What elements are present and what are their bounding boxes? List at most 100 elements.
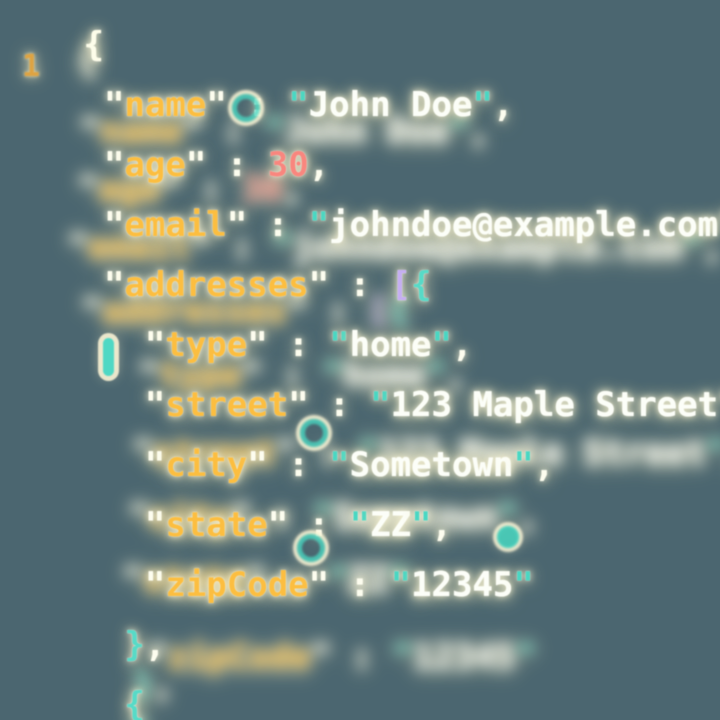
code-token-pun bbox=[63, 625, 124, 665]
code-token-vq: " bbox=[264, 111, 285, 151]
code-token-sqb: [ bbox=[390, 265, 412, 305]
code-token-vq: " bbox=[411, 505, 432, 545]
code-token-vq: " bbox=[272, 227, 294, 267]
code-token-pun: , bbox=[282, 169, 304, 209]
code-token-pun bbox=[63, 685, 124, 720]
code-token-str: 12345 bbox=[413, 637, 516, 677]
code-token-key: age bbox=[98, 169, 160, 209]
code-token-vq: " bbox=[515, 637, 536, 677]
code-line: "state" : "ZZ", bbox=[41, 550, 720, 610]
code-line: }, bbox=[63, 615, 720, 675]
code-token-cbr: { bbox=[411, 265, 432, 305]
code-token-str: home bbox=[343, 355, 426, 395]
code-line: }, bbox=[71, 655, 720, 715]
code-token-str: John Doe bbox=[284, 111, 449, 151]
code-token-vq: " bbox=[682, 227, 703, 267]
code-token-pun: " bbox=[241, 355, 262, 395]
code-token-pun: " bbox=[37, 169, 99, 209]
code-token-pun: " bbox=[267, 505, 289, 545]
code-token-pun: : bbox=[261, 355, 324, 395]
code-token-pun: " bbox=[182, 111, 203, 151]
code-token-vq: " bbox=[313, 497, 334, 537]
code-token-pun: " bbox=[47, 497, 150, 537]
code-token-pun: : bbox=[331, 637, 393, 677]
code-token-pun: : bbox=[329, 265, 391, 305]
code-token-vq: " bbox=[425, 355, 447, 395]
code-token-pun: " bbox=[159, 169, 181, 209]
code-line: { bbox=[67, 703, 720, 720]
code-token-str: 12345 bbox=[411, 565, 514, 605]
code-token-pun: , bbox=[703, 227, 720, 267]
code-token-pun: " bbox=[276, 433, 297, 473]
code-line: "name" : "John Doe", bbox=[63, 75, 720, 135]
code-token-vq: " bbox=[349, 505, 371, 545]
code-token-key: email bbox=[124, 205, 227, 245]
code-token-pun: " bbox=[63, 565, 166, 605]
code-token-vq: " bbox=[390, 565, 412, 605]
code-token-pun: " bbox=[63, 445, 166, 485]
code-token-pun bbox=[63, 25, 83, 65]
code-token-pun: " bbox=[206, 85, 227, 125]
code-token-str: johndoe@example.com bbox=[329, 205, 719, 245]
code-token-pun: , bbox=[144, 625, 166, 665]
code-token-pun: " bbox=[27, 227, 89, 267]
code-token-pun: " bbox=[286, 291, 308, 331]
code-token-key: city bbox=[149, 497, 232, 537]
code-token-cbr: } bbox=[132, 665, 153, 705]
code-token-pun: , bbox=[533, 445, 555, 485]
code-token-pun: " bbox=[308, 265, 330, 305]
code-token-key: street bbox=[153, 433, 277, 473]
code-token-pun: : bbox=[267, 325, 330, 365]
code-token-pun: " bbox=[231, 497, 252, 537]
code-token-pun: , bbox=[468, 111, 490, 151]
code-token-key: state bbox=[165, 505, 268, 545]
code-line: "zipCode" : "12345" bbox=[63, 555, 720, 615]
code-token-pun: " bbox=[288, 385, 309, 425]
code-token-pun: " bbox=[245, 560, 267, 600]
code-text-area: { "name" : "John Doe", "age" : 30, "emai… bbox=[63, 15, 720, 720]
code-token-num: 30 bbox=[241, 169, 283, 209]
code-token-cbr: { bbox=[128, 713, 148, 720]
code-token-pun: " bbox=[65, 637, 168, 677]
code-line: "addresses" : [{ bbox=[63, 255, 720, 315]
code-token-pun: : bbox=[267, 445, 330, 485]
code-token-vq: " bbox=[513, 445, 534, 485]
code-line: "type" : "home", bbox=[63, 315, 720, 375]
code-line: "age" : 30, bbox=[63, 135, 720, 195]
code-token-vq: " bbox=[448, 111, 469, 151]
margin-artifact-glyph: 1 bbox=[22, 49, 41, 84]
code-token-key: street bbox=[165, 385, 289, 425]
code-token-pun: : bbox=[202, 111, 265, 151]
code-token-pun: " bbox=[63, 205, 125, 245]
code-token-vq: " bbox=[706, 433, 720, 473]
code-token-cbr: { bbox=[124, 685, 145, 720]
glow-ring-artifact bbox=[232, 94, 260, 122]
code-token-pun: : bbox=[180, 169, 242, 209]
code-token-vq: " bbox=[288, 85, 309, 125]
code-token-vq: " bbox=[323, 355, 344, 395]
code-token-pun: , bbox=[517, 497, 539, 537]
code-token-vq: " bbox=[389, 560, 410, 600]
code-token-vq: " bbox=[392, 637, 414, 677]
code-token-key: state bbox=[143, 560, 246, 600]
code-token-str: 123 Maple Street bbox=[378, 433, 707, 473]
code-token-key: zipCode bbox=[167, 637, 311, 677]
code-token-key: email bbox=[88, 227, 191, 267]
code-token-key: addresses bbox=[102, 291, 287, 331]
code-token-key: age bbox=[124, 145, 186, 185]
code-line: "addresses" : [{ bbox=[41, 281, 720, 341]
code-token-pun: : bbox=[266, 560, 328, 600]
code-token-vq: " bbox=[327, 560, 349, 600]
code-token-vq: " bbox=[358, 433, 379, 473]
code-token-pun: " bbox=[247, 445, 268, 485]
code-token-vq: " bbox=[329, 445, 350, 485]
code-token-pun: : bbox=[206, 145, 268, 185]
code-token-pun: " bbox=[138, 355, 160, 395]
code-line: "street" : "123 Maple Street", bbox=[63, 375, 720, 435]
code-line: "type" : "home", bbox=[57, 345, 720, 405]
code-token-pun: " bbox=[41, 291, 103, 331]
code-token-pun: " bbox=[308, 565, 330, 605]
code-token-pun: " bbox=[247, 325, 268, 365]
code-token-str: ZZ bbox=[348, 560, 390, 600]
